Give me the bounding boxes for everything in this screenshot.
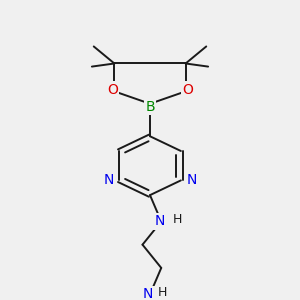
Text: N: N — [103, 173, 114, 188]
Text: N: N — [154, 214, 165, 228]
Text: O: O — [107, 83, 118, 97]
Text: N: N — [143, 287, 153, 300]
Text: N: N — [186, 173, 197, 188]
Text: B: B — [145, 100, 155, 114]
Text: O: O — [182, 83, 193, 97]
Text: H: H — [157, 286, 167, 299]
Text: H: H — [172, 213, 182, 226]
